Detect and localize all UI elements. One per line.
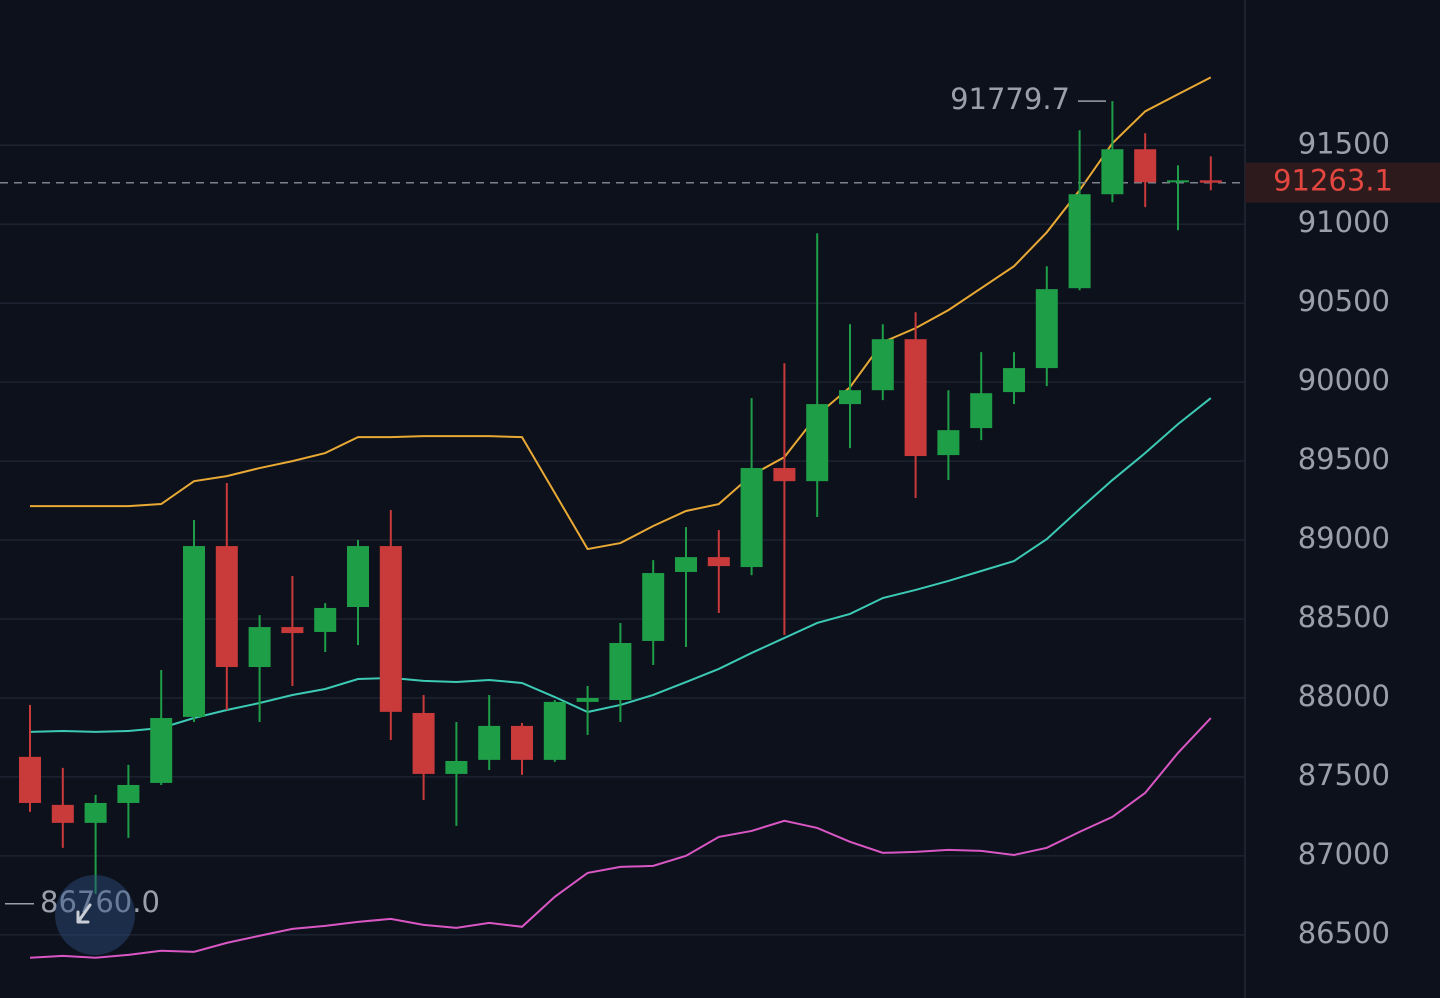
scroll-button <box>55 875 135 955</box>
candle-body <box>347 546 369 608</box>
y-tick-label: 91500 <box>1298 126 1390 160</box>
candle-body <box>183 546 205 717</box>
candle-body <box>576 697 599 702</box>
low-label: 86760.0 <box>40 885 160 919</box>
candle-body <box>478 725 501 760</box>
candle-body <box>1101 149 1124 195</box>
y-tick-label: 90000 <box>1298 363 1390 397</box>
candle-body <box>51 804 74 823</box>
last-price-label: 91263.1 <box>1273 164 1393 198</box>
high-label: 91779.7 <box>950 82 1070 116</box>
candle-body <box>806 404 829 482</box>
candle-body <box>773 468 796 482</box>
candle-body <box>543 701 566 760</box>
candle-body <box>937 430 960 456</box>
candle-body <box>445 760 468 774</box>
candle-body <box>1068 194 1091 289</box>
y-tick-label: 87500 <box>1298 758 1390 792</box>
candle-body <box>84 802 107 823</box>
candle-body <box>675 557 697 572</box>
candle-body <box>707 557 730 567</box>
candle-body <box>314 607 337 632</box>
candle-body <box>839 390 861 405</box>
candle-body <box>740 468 763 568</box>
y-tick-label: 90500 <box>1298 284 1390 318</box>
candle-body <box>215 546 238 668</box>
candle-body <box>904 339 927 457</box>
y-tick-label: 88500 <box>1298 600 1390 634</box>
overlay-line <box>30 76 1212 551</box>
last-price-box <box>1245 162 1440 203</box>
overlay-line <box>29 717 1212 959</box>
candle-body <box>871 339 894 391</box>
candle-body <box>412 712 435 774</box>
candle-body <box>1035 289 1058 369</box>
candle-body <box>1003 368 1025 393</box>
candle-body <box>1167 180 1189 183</box>
y-tick-label: 86500 <box>1298 916 1390 950</box>
y-tick-label: 89500 <box>1298 442 1390 476</box>
y-tick-label: 87000 <box>1298 837 1390 871</box>
candle-body <box>117 784 140 803</box>
y-tick-label: 88000 <box>1298 679 1390 713</box>
candle-body <box>511 725 533 760</box>
candle-body <box>150 718 173 783</box>
y-tick-label: 91000 <box>1298 205 1390 239</box>
candle-body <box>379 546 402 712</box>
candle-body <box>281 627 304 634</box>
candle-body <box>248 627 271 668</box>
scroll-icon <box>76 903 92 924</box>
candle-body <box>609 643 632 701</box>
candle-body <box>970 393 993 429</box>
candle-body <box>1199 180 1222 183</box>
y-tick-label: 89000 <box>1298 521 1390 555</box>
candle-body <box>642 573 665 641</box>
candle-body <box>19 756 41 803</box>
candle-body <box>1134 149 1157 183</box>
